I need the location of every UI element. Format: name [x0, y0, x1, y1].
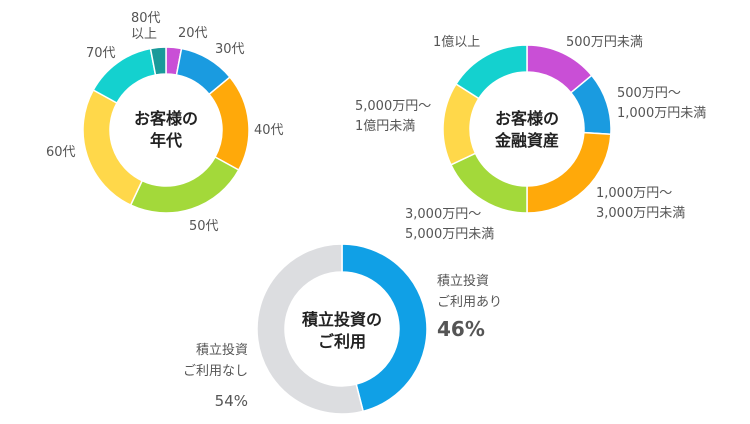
invest-no-percent: 54%	[215, 392, 248, 410]
age-label-30s: 30代	[215, 42, 245, 57]
age-donut-chart	[82, 46, 250, 214]
assets-chart-title-line1: お客様の	[495, 109, 559, 128]
assets-label-5m-10m-line2: 1,000万円未満	[617, 106, 706, 121]
investment-donut-chart	[256, 243, 428, 415]
age-label-50s: 50代	[189, 219, 219, 234]
assets-label-under-5m: 500万円未満	[566, 35, 643, 50]
assets-label-5m-10m-line1: 500万円～	[617, 86, 681, 101]
donut-slice-7	[149, 46, 167, 76]
invest-yes-percent: 46%	[437, 317, 485, 341]
donut-slice-2	[256, 243, 365, 415]
assets-label-30m-50m-line2: 5,000万円未満	[405, 227, 494, 242]
donut-slice-4	[449, 152, 528, 214]
assets-label-50m-100m-line2: 1億円未満	[355, 118, 415, 134]
assets-label-10m-30m-line2: 3,000万円未満	[596, 206, 685, 221]
age-label-40s: 40代	[254, 123, 284, 138]
donut-slice-3	[208, 76, 250, 172]
assets-label-30m-50m-line1: 3,000万円～	[405, 207, 481, 222]
investment-chart-title-line2: ご利用	[318, 332, 366, 351]
age-chart-title-line1: お客様の	[134, 109, 198, 128]
age-label-60s: 60代	[46, 145, 76, 160]
invest-no-label-line2: ご利用なし	[183, 363, 248, 379]
age-label-80plus-line2: 以上	[131, 27, 157, 42]
assets-donut-chart	[442, 44, 612, 214]
donut-slice-6	[455, 44, 528, 100]
assets-chart-title-line2: 金融資産	[494, 131, 559, 150]
age-chart-title-line2: 年代	[150, 131, 182, 150]
donut-slice-4	[129, 155, 240, 214]
investment-chart-title-line1: 積立投資の	[301, 310, 382, 329]
age-label-20s: 20代	[178, 26, 208, 41]
donut-slice-5	[442, 82, 480, 166]
donut-slice-1	[341, 243, 428, 413]
assets-label-over-100m: 1億以上	[433, 34, 480, 50]
assets-label-50m-100m-line1: 5,000万円～	[355, 99, 431, 114]
invest-yes-label-line1: 積立投資	[437, 273, 489, 289]
assets-label-10m-30m-line1: 1,000万円～	[596, 186, 672, 201]
age-label-70s: 70代	[86, 46, 116, 61]
invest-no-label-line1: 積立投資	[196, 342, 248, 358]
donut-slice-5	[82, 88, 144, 207]
age-label-80plus-line1: 80代	[131, 11, 161, 26]
invest-yes-label-line2: ご利用あり	[437, 294, 502, 310]
